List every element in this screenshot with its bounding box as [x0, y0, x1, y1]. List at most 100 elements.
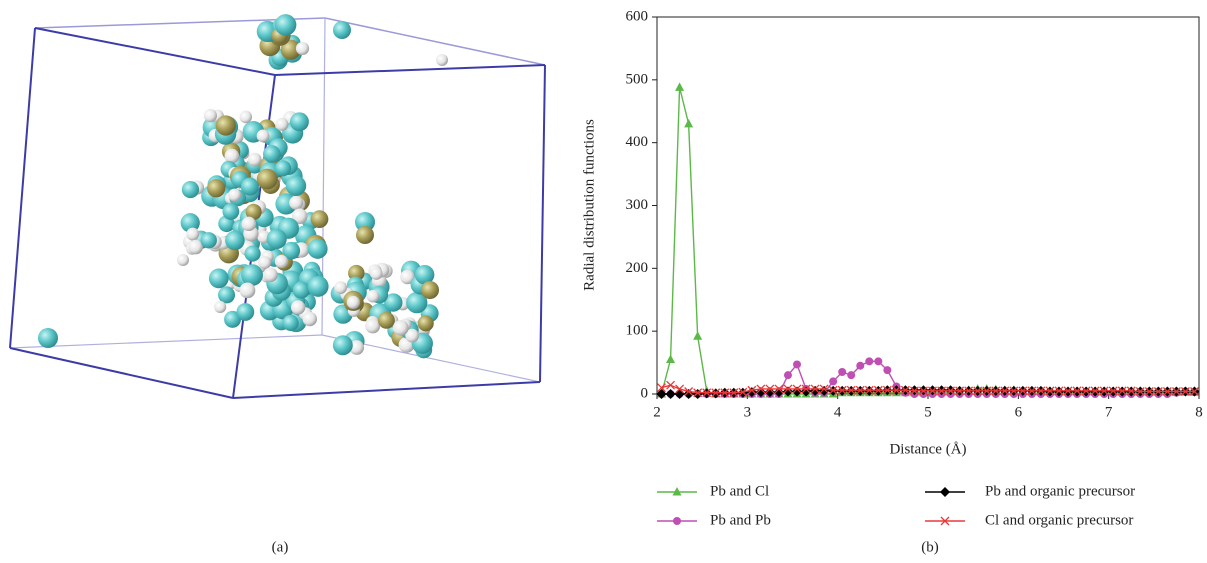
point: [793, 360, 801, 368]
point: [874, 357, 882, 365]
point: [675, 82, 684, 91]
legend-label: Pb and organic precursor: [985, 483, 1135, 499]
legend-marker: [673, 517, 681, 525]
x-tick-label: 6: [1015, 404, 1023, 420]
x-tick-label: 3: [744, 404, 752, 420]
point: [838, 368, 846, 376]
atom: [241, 264, 263, 286]
panel-label: (a): [272, 539, 289, 555]
point: [783, 386, 793, 396]
box-edge: [233, 382, 540, 398]
atom: [378, 312, 395, 329]
y-tick-label: 400: [626, 134, 649, 150]
atom: [308, 239, 328, 259]
atom: [347, 296, 360, 309]
atom: [257, 169, 278, 190]
atom: [177, 254, 189, 266]
atom: [182, 181, 199, 198]
box-edge: [325, 18, 545, 65]
figure: (a) (b) Distance (Å) Radial distribution…: [0, 0, 1207, 558]
atom: [311, 210, 329, 228]
point: [666, 389, 676, 399]
atom: [225, 231, 245, 251]
molecules: [38, 14, 448, 358]
y-tick-label: 500: [626, 71, 649, 87]
atom: [267, 229, 287, 249]
atom: [290, 112, 309, 131]
atom: [334, 281, 347, 294]
atom: [240, 282, 256, 298]
point: [693, 389, 703, 399]
legend-label: Cl and organic precursor: [985, 512, 1133, 528]
atom: [436, 54, 448, 66]
atom: [207, 179, 225, 197]
x-tick-label: 2: [653, 404, 661, 420]
point: [693, 331, 702, 340]
atom: [308, 276, 329, 297]
atom: [356, 226, 374, 244]
atom: [228, 189, 241, 202]
atom: [333, 21, 351, 39]
box-edge: [35, 28, 275, 75]
point: [847, 371, 855, 379]
atom: [244, 245, 260, 261]
atom: [201, 232, 217, 248]
atom: [365, 318, 380, 333]
legend-marker: [940, 487, 950, 497]
y-axis-title: Radial distribution functions: [581, 119, 597, 291]
atom: [38, 328, 58, 348]
atom: [239, 111, 252, 124]
point: [667, 381, 675, 389]
atom: [286, 176, 306, 196]
atom: [186, 228, 199, 241]
atom: [222, 203, 239, 220]
atom: [248, 153, 262, 167]
atom: [333, 335, 353, 355]
panel-label: (b): [921, 539, 939, 555]
atom: [289, 196, 303, 210]
point: [666, 354, 675, 363]
box-edge: [275, 65, 545, 75]
box-edge: [10, 348, 233, 398]
atom: [393, 320, 409, 336]
atom: [204, 109, 217, 122]
x-tick-label: 8: [1195, 404, 1203, 420]
atom: [293, 282, 310, 299]
point: [792, 386, 802, 396]
atom: [275, 14, 297, 36]
y-tick-label: 100: [626, 323, 649, 339]
x-tick-label: 4: [834, 404, 842, 420]
atom: [303, 312, 317, 326]
box-edge: [10, 28, 35, 348]
atom: [188, 240, 203, 255]
atom: [236, 303, 254, 321]
atom: [367, 290, 380, 303]
y-tick-label: 200: [626, 260, 649, 276]
series-line: [662, 87, 1195, 394]
legend-label: Pb and Cl: [710, 483, 769, 499]
point: [865, 357, 873, 365]
atom: [241, 178, 259, 196]
atom: [209, 269, 229, 289]
atom: [296, 42, 309, 55]
atom: [370, 267, 382, 279]
atom: [258, 256, 271, 269]
atom: [257, 129, 270, 142]
atom: [275, 160, 291, 176]
x-tick-label: 5: [924, 404, 932, 420]
box-edge: [540, 65, 545, 382]
atom: [263, 145, 281, 163]
y-tick-label: 600: [626, 8, 649, 24]
atom: [275, 255, 288, 268]
atom: [291, 300, 305, 314]
atom: [214, 301, 226, 313]
x-axis-title: Distance (Å): [889, 441, 966, 457]
y-tick-label: 300: [626, 197, 649, 213]
point: [829, 377, 837, 385]
point: [784, 371, 792, 379]
atom: [242, 217, 256, 231]
legend-label: Pb and Pb: [710, 512, 771, 528]
atom: [418, 315, 434, 331]
point: [883, 366, 891, 374]
atom: [216, 115, 236, 135]
